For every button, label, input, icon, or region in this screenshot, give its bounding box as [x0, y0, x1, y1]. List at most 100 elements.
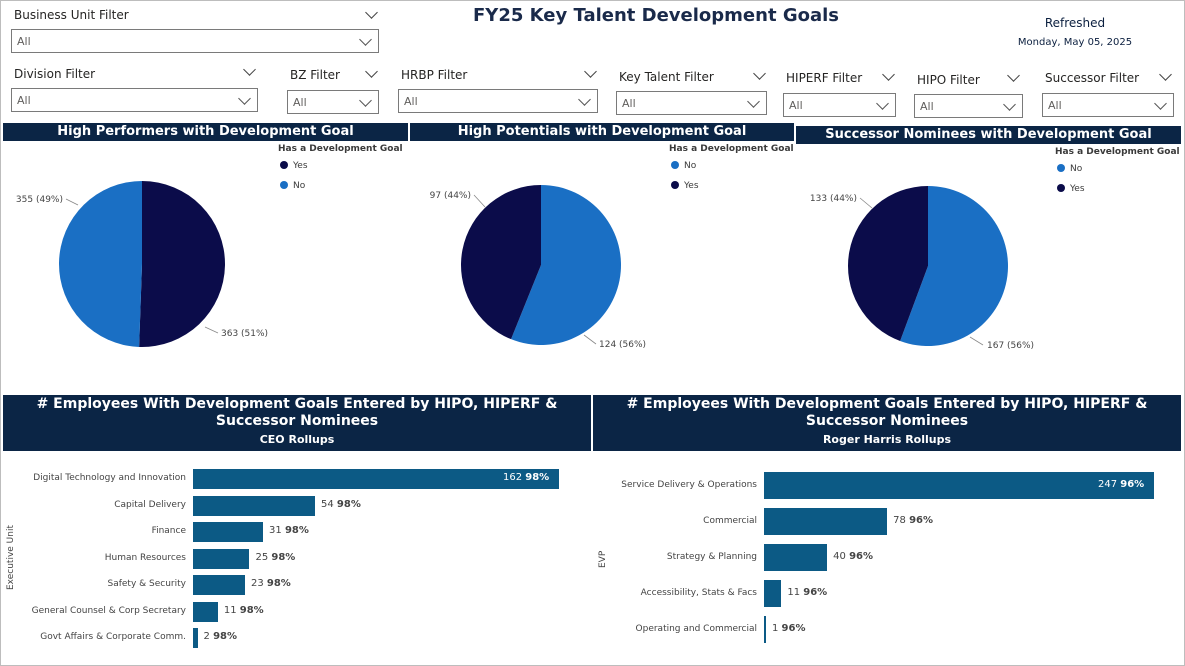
bar[interactable] [764, 616, 766, 643]
bar-category-label: Accessibility, Stats & Facs [640, 588, 757, 598]
key-talent-filter-value: All [622, 97, 636, 110]
pie-data-label: 97 (44%) [430, 191, 471, 201]
bar[interactable] [764, 580, 782, 607]
bar-category-label: Digital Technology and Innovation [33, 473, 186, 483]
successor-nominees-chart-title: Successor Nominees with Development Goal [796, 126, 1181, 144]
bar[interactable] [193, 575, 245, 595]
bar[interactable] [193, 469, 559, 489]
page-title: FY25 Key Talent Development Goals [473, 5, 839, 26]
hipo-filter-value: All [920, 100, 934, 113]
pie-data-label: 363 (51%) [221, 329, 268, 339]
bar-category-label: Strategy & Planning [666, 552, 757, 562]
bar[interactable] [193, 548, 250, 569]
bar-data-label: 54 98% [321, 498, 361, 510]
pie1-legend-item[interactable]: No [280, 181, 305, 191]
bar[interactable] [193, 628, 198, 648]
pie-high-performers: 363 (51%) 355 (49%) [16, 181, 268, 347]
successor-filter-dropdown[interactable]: All [1042, 93, 1174, 117]
bar[interactable] [193, 495, 315, 516]
pie-slice-no[interactable] [900, 185, 1009, 347]
pie-label-leader-line [859, 197, 873, 209]
ceo-rollups-chart-title: # Employees With Development Goals Enter… [36, 396, 558, 429]
pie-successor-nominees: 167 (56%) 133 (44%) [810, 185, 1034, 351]
pie-slice-yes[interactable] [848, 186, 928, 341]
pie2-legend-item[interactable]: No [671, 161, 696, 171]
pie-label-leader-line [473, 194, 486, 208]
pie3-legend-item[interactable]: Yes [1057, 184, 1085, 194]
bar-data-label: 162 98% [503, 472, 550, 483]
bar-data-label: 31 98% [269, 525, 309, 536]
bar[interactable] [193, 601, 218, 622]
pie-slice-no[interactable] [59, 181, 142, 347]
hrbp-filter-value: All [404, 95, 418, 108]
legend-marker-icon [1057, 184, 1065, 192]
pie-slice-yes[interactable] [460, 185, 541, 340]
successor-filter-value: All [1048, 99, 1062, 112]
bar-data-label: 11 98% [223, 604, 264, 616]
pie2-legend-title: Has a Development Goal [669, 144, 794, 154]
successor-filter-label: Successor Filter [1045, 71, 1140, 85]
pie-slice-no[interactable] [511, 185, 621, 345]
bar[interactable] [764, 508, 888, 535]
refreshed-label: Refreshed [1044, 16, 1106, 30]
pie-label-leader-line [204, 326, 219, 334]
key-talent-filter-dropdown[interactable]: All [616, 91, 767, 115]
high-potentials-chart-title: High Potentials with Development Goal [410, 123, 794, 141]
ceo-rollups-header: # Employees With Development Goals Enter… [3, 395, 591, 451]
bar-category-label: Service Delivery & Operations [621, 480, 757, 490]
division-filter-value: All [17, 94, 31, 107]
bar-category-label: General Counsel & Corp Secretary [31, 605, 186, 616]
bar-data-label: 2 98% [203, 631, 237, 642]
pie-label-leader-line [969, 336, 984, 346]
pie-data-label: 167 (56%) [987, 341, 1034, 351]
bar-data-label: 11 96% [787, 586, 828, 598]
bar[interactable] [193, 522, 264, 542]
pie-label-leader-line [583, 334, 597, 345]
roger-harris-rollups-header: # Employees With Development Goals Enter… [593, 395, 1181, 451]
legend-marker-icon [280, 181, 288, 189]
hiperf-filter-label: HIPERF Filter [786, 71, 863, 85]
hipo-filter-dropdown[interactable]: All [914, 94, 1023, 118]
legend-marker-icon [1057, 164, 1065, 172]
bar-data-label: 1 96% [772, 622, 806, 634]
bar-category-label: Commercial [703, 516, 757, 526]
ceo-rollups-subtitle: CEO Rollups [259, 433, 335, 446]
bar-category-label: Govt Affairs & Corporate Comm. [40, 632, 186, 642]
hiperf-filter-value: All [789, 99, 803, 112]
bar-category-label: Capital Delivery [114, 499, 186, 510]
hipo-filter-label: HIPO Filter [917, 73, 980, 87]
hiperf-filter-dropdown[interactable]: All [783, 93, 896, 117]
hrbp-filter-dropdown[interactable]: All [398, 89, 598, 113]
bz-filter-label: BZ Filter [290, 68, 340, 82]
pie-slice-yes[interactable] [139, 181, 226, 347]
pie-label-leader-line [65, 198, 79, 206]
pie-charts: 363 (51%) 355 (49%) 124 (56%) 97 (44%) 167 (… [16, 181, 1034, 351]
pie3-legend-item[interactable]: No [1057, 164, 1082, 174]
business-unit-filter-dropdown[interactable]: All [11, 29, 379, 53]
bar-category-label: Finance [151, 526, 186, 536]
hrbp-filter-label: HRBP Filter [401, 68, 468, 82]
bar-data-label: 78 96% [893, 514, 933, 526]
pie2-legend-item[interactable]: Yes [671, 181, 699, 191]
bar[interactable] [764, 472, 1154, 499]
bar-data-label: 40 96% [833, 550, 873, 562]
business-unit-filter-label: Business Unit Filter [14, 8, 129, 22]
bz-filter-value: All [293, 96, 307, 109]
bz-filter-dropdown[interactable]: All [287, 90, 379, 114]
refreshed-date: Monday, May 05, 2025 [1017, 37, 1133, 48]
pie1-legend-title: Has a Development Goal [278, 144, 403, 154]
division-filter-dropdown[interactable]: All [11, 88, 258, 112]
bar-category-label: Operating and Commercial [635, 624, 757, 634]
roger-harris-rollups-chart-title: # Employees With Development Goals Enter… [626, 396, 1148, 429]
pie-data-label: 124 (56%) [599, 340, 646, 350]
ceo-rollups-bar-chart: Digital Technology and Innovation 162 98%… [0, 0, 592, 666]
pie-high-potentials: 124 (56%) 97 (44%) [430, 185, 646, 350]
bar[interactable] [764, 544, 828, 571]
pie1-legend-item[interactable]: Yes [280, 161, 308, 171]
bar-category-label: Human Resources [104, 552, 186, 563]
pie-data-label: 355 (49%) [16, 195, 63, 205]
bar-data-label: 25 98% [255, 551, 296, 563]
roger-harris-rollups-subtitle: Roger Harris Rollups [822, 433, 952, 446]
pie-data-label: 133 (44%) [810, 194, 857, 204]
